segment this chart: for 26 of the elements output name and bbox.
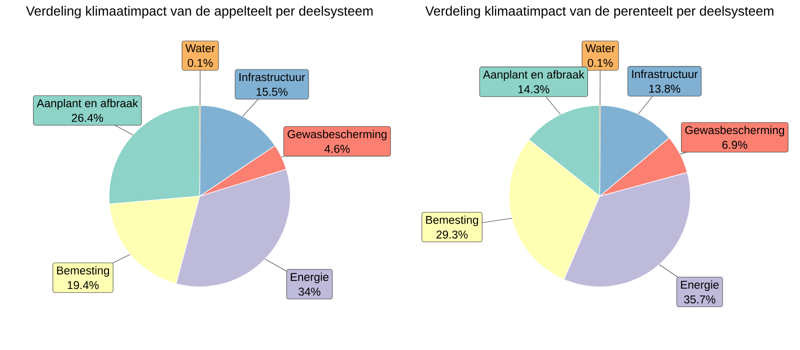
data-label: 19.4% [68, 281, 99, 290]
data-label: 0.1% [188, 58, 213, 67]
slice-label: Bemesting [57, 266, 110, 277]
data-label: 26.4% [72, 114, 104, 122]
slice-label: Aanplant en afbraak [482, 70, 584, 81]
slice-label: Gewasbescherming [685, 126, 784, 136]
slice-label: Infrastructuur [632, 70, 698, 78]
slice-label: Aanplant en afbraak [36, 98, 138, 110]
data-label: 29.3% [436, 230, 468, 239]
slice-label: Energie [681, 280, 719, 291]
slice-label: Water [585, 44, 615, 52]
slice-label: Gewasbescherming [288, 130, 386, 140]
chart-title: Verdeling klimaatimpact van de appelteelt per deelsysteem [26, 6, 373, 18]
data-label: 14.3% [518, 85, 550, 94]
data-label: 35.7% [684, 295, 716, 304]
data-label: 0.1% [588, 58, 613, 67]
data-label: 34% [298, 288, 320, 296]
slice-label: Bemesting [426, 216, 478, 226]
data-label: 13.8% [649, 84, 680, 93]
data-label: 4.6% [324, 144, 350, 153]
slice-label: Energie [290, 272, 328, 284]
data-label: 15.5% [256, 88, 288, 96]
slice-label: Water [185, 44, 215, 52]
chart-title: Verdeling klimaatimpact van de perenteelt per deelsysteem [425, 6, 774, 18]
slice-label: Infrastructuur [240, 72, 306, 82]
data-label: 6.9% [722, 140, 748, 149]
